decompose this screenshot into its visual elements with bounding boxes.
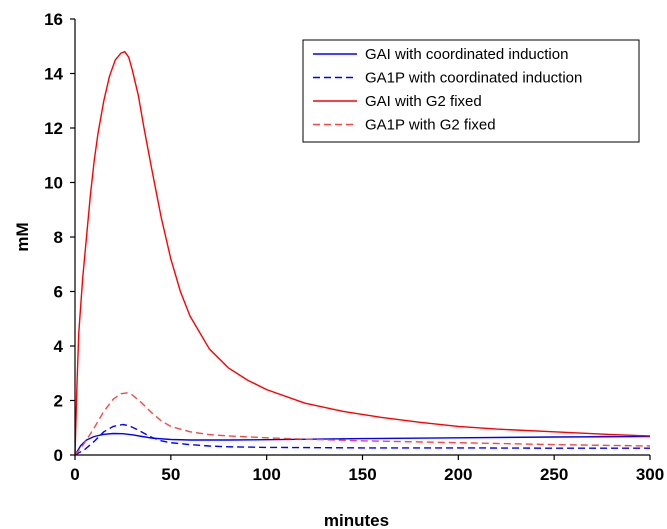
series-line-1	[74, 432, 651, 456]
x-axis-ticks: 0 50 100 150 200 250 300	[70, 455, 664, 484]
series-line-4	[74, 392, 651, 456]
y-tick-label: 14	[44, 65, 63, 84]
legend-label-3: GAI with G2 fixed	[365, 93, 482, 110]
series-line-2	[74, 423, 650, 456]
legend-label-4: GA1P with G2 fixed	[365, 117, 496, 134]
x-tick-label: 0	[70, 465, 79, 484]
y-axis-label: mM	[13, 222, 32, 251]
y-tick-label: 10	[44, 174, 63, 193]
y-tick-label: 8	[54, 228, 63, 247]
legend-label-2: GA1P with coordinated induction	[365, 70, 582, 87]
x-tick-label: 300	[636, 465, 664, 484]
x-tick-label: 50	[161, 465, 180, 484]
x-tick-label: 200	[444, 465, 472, 484]
legend: GAI with coordinated induction GA1P with …	[302, 39, 640, 143]
y-tick-label: 12	[44, 119, 63, 138]
y-tick-label: 0	[54, 446, 63, 465]
series-line-3	[74, 51, 651, 456]
y-axis-ticks: 0 2 4 6 8 10 12 14 16	[44, 10, 75, 465]
y-tick-label: 2	[54, 392, 63, 411]
x-axis-label: minutes	[324, 511, 389, 529]
x-tick-label: 150	[348, 465, 376, 484]
x-tick-label: 100	[252, 465, 280, 484]
y-tick-label: 4	[54, 337, 64, 356]
chart-series	[74, 51, 651, 456]
y-tick-label: 16	[44, 10, 63, 29]
legend-label-1: GAI with coordinated induction	[365, 46, 568, 63]
legend-box	[302, 39, 640, 143]
x-tick-label: 250	[540, 465, 568, 484]
y-tick-label: 6	[54, 283, 63, 302]
